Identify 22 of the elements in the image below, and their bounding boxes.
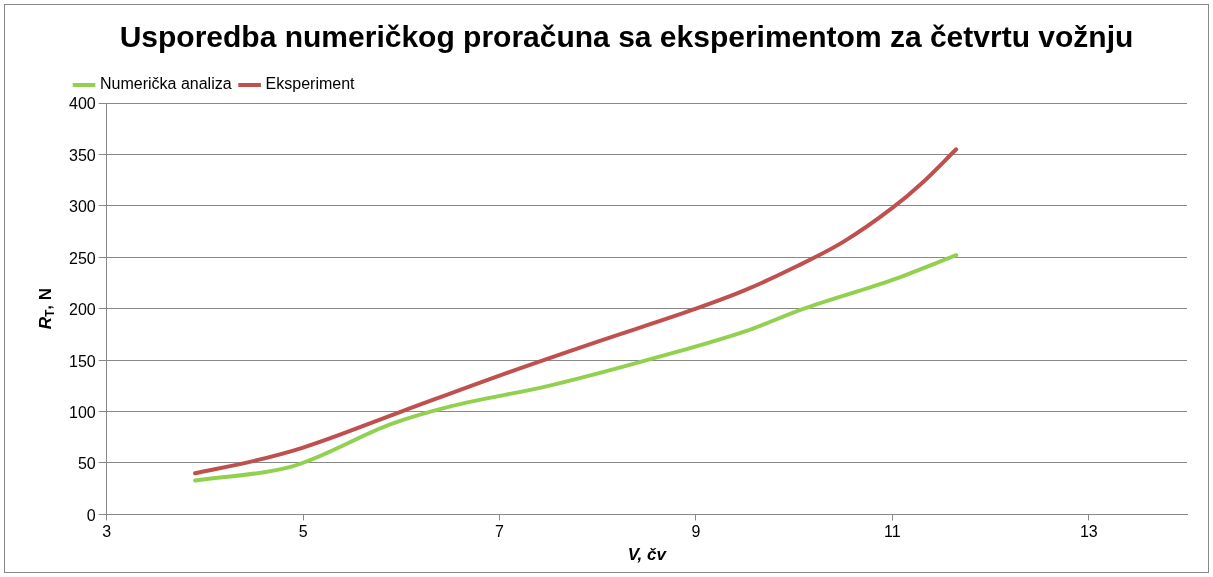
line-series	[193, 147, 959, 476]
y-tick-label: 400	[68, 95, 96, 113]
y-tick-label: 50	[77, 455, 96, 473]
y-axis-title: RT, N	[35, 288, 58, 330]
x-tick-label: 7	[495, 523, 505, 541]
y-tick-label: 250	[68, 249, 96, 267]
x-tick-label: 9	[691, 523, 701, 541]
x-tick-label: 13	[1079, 523, 1098, 541]
legend-label: Numerička analiza	[100, 75, 232, 93]
y-tick-label: 350	[68, 146, 96, 164]
y-tick-label: 300	[68, 198, 96, 216]
x-tick-label: 3	[102, 523, 112, 541]
chart-title: Usporedba numeričkog proračuna sa eksperimentom za četvrtu vožnju	[119, 20, 1134, 54]
y-tick-label: 200	[68, 301, 96, 319]
y-tick-label: 0	[86, 506, 96, 524]
x-axis-title: V, čv	[627, 545, 668, 565]
y-tick-label: 150	[68, 352, 96, 370]
legend-label: Eksperiment	[265, 75, 356, 93]
x-tick-label: 5	[298, 523, 308, 541]
x-tick-label: 11	[884, 523, 901, 541]
y-tick-label: 100	[68, 403, 96, 421]
line-series	[193, 253, 959, 483]
